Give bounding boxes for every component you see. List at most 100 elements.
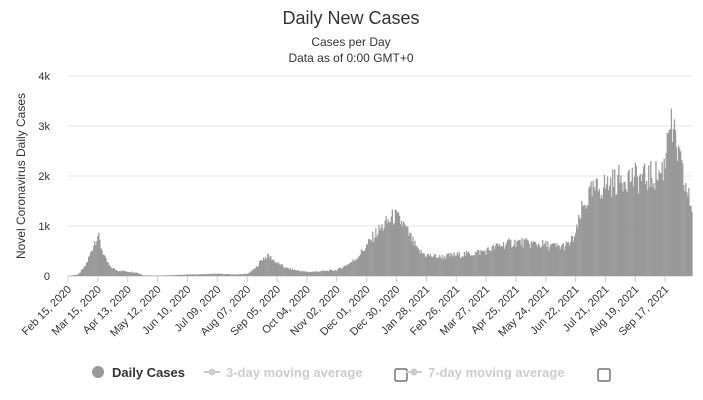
bar-day — [535, 244, 538, 276]
bar-day — [306, 271, 308, 276]
legend-checkbox[interactable] — [597, 368, 611, 382]
bar-day — [672, 128, 675, 276]
bar-day — [669, 129, 672, 276]
bar-day — [411, 241, 413, 276]
bar-day — [270, 256, 272, 276]
bar-day — [508, 238, 510, 276]
bar-day — [97, 236, 99, 276]
bar-day — [661, 162, 663, 276]
bar-day — [338, 267, 340, 276]
legend-label: Daily Cases — [112, 365, 185, 380]
bar-day — [254, 268, 257, 276]
bar-day — [515, 247, 517, 276]
bar-day — [135, 272, 137, 276]
bar-day — [484, 250, 486, 276]
bar-day — [257, 265, 260, 276]
bar-day — [295, 270, 298, 276]
bar-day — [581, 201, 583, 276]
bar-day — [658, 170, 660, 276]
bar-day — [506, 242, 508, 276]
bar-day — [562, 243, 564, 276]
bar-day — [568, 245, 571, 276]
bar-day — [460, 257, 462, 276]
bar-day — [624, 182, 626, 276]
bar-day — [569, 242, 572, 276]
bar-day — [435, 258, 438, 276]
bar-day — [277, 262, 279, 276]
bar-day — [339, 267, 341, 276]
bar-day — [365, 244, 368, 276]
bar-day — [99, 239, 101, 276]
bar-day — [656, 179, 658, 276]
bar-day — [608, 185, 611, 276]
bar-day — [580, 218, 582, 276]
bar-day — [444, 256, 446, 276]
bar-day — [145, 275, 147, 276]
legend-item-3-day-moving-average[interactable]: 3-day moving average — [204, 365, 408, 382]
bar-day — [81, 269, 84, 276]
bar-day — [252, 268, 254, 276]
bar-day — [501, 246, 504, 276]
bar-day — [322, 271, 325, 276]
bar-day — [309, 271, 311, 276]
bar-day — [482, 250, 484, 276]
bar-day — [615, 194, 617, 276]
bar-day — [239, 274, 241, 276]
bar-day — [105, 258, 107, 276]
bar-day — [518, 239, 520, 276]
bar-day — [504, 245, 507, 276]
legend-checkbox[interactable] — [394, 368, 408, 382]
bar-day — [285, 267, 287, 276]
bar-day — [143, 275, 145, 276]
bar-day — [425, 256, 427, 276]
bar-day — [233, 274, 235, 276]
bar-day — [387, 219, 389, 276]
bar-day — [301, 271, 303, 276]
bar-day — [187, 274, 190, 276]
bar-day — [131, 271, 133, 276]
bar-day — [419, 253, 421, 276]
bar-day — [347, 263, 349, 276]
bar-day — [88, 255, 91, 276]
bar-day — [325, 271, 328, 276]
bar-day — [271, 260, 273, 276]
bar-day — [478, 250, 480, 276]
bar-day — [509, 240, 511, 276]
bar-day — [434, 254, 437, 276]
bar-day — [337, 269, 339, 276]
bar-day — [544, 243, 546, 276]
bar-day — [120, 270, 123, 276]
bar-day — [255, 266, 258, 276]
bar-day — [602, 187, 605, 276]
bar-day — [488, 250, 490, 276]
bar-day — [227, 274, 230, 276]
bar-day — [433, 253, 436, 276]
legend-item-daily-cases[interactable]: Daily Cases — [92, 365, 185, 380]
bar-day — [160, 275, 162, 276]
bar-day — [236, 274, 238, 276]
chart-title: Daily New Cases — [282, 8, 419, 28]
legend-item-7-day-moving-average[interactable]: 7-day moving average — [406, 365, 611, 382]
bar-day — [651, 177, 653, 276]
bar-day — [455, 255, 457, 276]
bar-day — [93, 245, 95, 276]
bar-series-daily-cases — [68, 108, 693, 277]
bar-day — [605, 184, 608, 276]
bar-day — [494, 245, 496, 276]
bar-day — [421, 253, 423, 276]
bar-day — [132, 272, 134, 276]
bar-day — [147, 275, 149, 276]
bar-day — [250, 270, 252, 276]
bar-day — [585, 208, 587, 276]
bar-day — [597, 191, 599, 276]
bar-day — [336, 270, 338, 276]
bar-day — [98, 232, 100, 276]
bar-day — [422, 253, 424, 276]
bar-day — [415, 246, 417, 276]
bar-day — [442, 254, 444, 276]
bar-day — [447, 254, 449, 276]
bar-day — [74, 275, 76, 276]
bar-day — [552, 243, 554, 276]
bar-day — [627, 171, 629, 276]
bar-day — [559, 248, 561, 276]
